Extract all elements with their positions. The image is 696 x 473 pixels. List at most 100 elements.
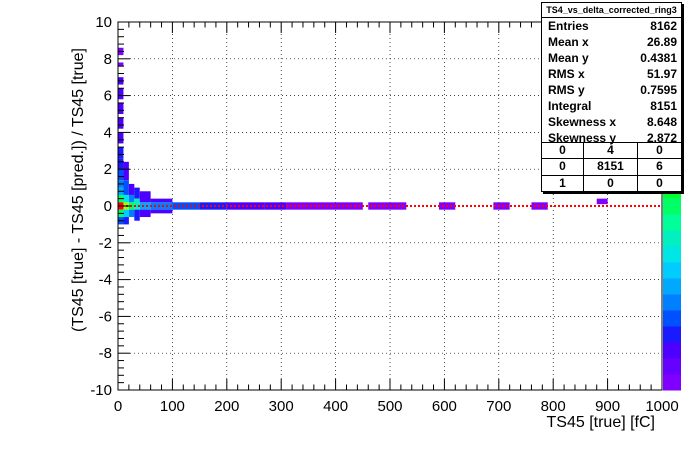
histogram-cell bbox=[139, 191, 151, 203]
stats-label: RMS x bbox=[548, 67, 585, 81]
y-tick-label: -6 bbox=[99, 308, 112, 325]
histogram-cell bbox=[118, 88, 124, 100]
histogram-cell bbox=[226, 202, 265, 210]
stats-value: 0.7595 bbox=[640, 83, 677, 97]
stats-box: TS4_vs_delta_corrected_ring3 Entries 8162… bbox=[541, 2, 682, 192]
x-tick-label: 300 bbox=[269, 398, 294, 415]
x-tick-label: 600 bbox=[432, 398, 457, 415]
stats-table-cell: 4 bbox=[584, 142, 638, 158]
histogram-cell bbox=[118, 62, 124, 67]
stats-rows: Entries 8162 Mean x 26.89 Mean y 0.4381 RMS x 5… bbox=[542, 18, 681, 146]
histogram-cell bbox=[286, 202, 363, 210]
stats-value: 8162 bbox=[650, 19, 677, 33]
stats-row: RMS x 51.97 bbox=[542, 66, 681, 82]
stats-label: Mean x bbox=[548, 35, 589, 49]
histogram-cell bbox=[118, 169, 124, 181]
stats-table-cell: 0 bbox=[542, 159, 584, 175]
histogram-cell bbox=[128, 183, 135, 195]
histogram-cell bbox=[118, 147, 124, 159]
y-tick-label: 6 bbox=[104, 88, 112, 105]
histogram-cell bbox=[150, 198, 173, 203]
stats-label: Entries bbox=[548, 19, 589, 33]
stats-row: Mean x 26.89 bbox=[542, 34, 681, 50]
stats-row: Entries 8162 bbox=[542, 18, 681, 34]
x-tick-label: 400 bbox=[323, 398, 348, 415]
histogram-cell bbox=[134, 209, 140, 221]
histogram-cells bbox=[118, 47, 608, 225]
histogram-cell bbox=[123, 180, 129, 195]
axis-ticks bbox=[117, 21, 663, 391]
stats-value: 8.648 bbox=[646, 115, 677, 129]
histogram-cell bbox=[118, 158, 124, 170]
x-tick-label: 500 bbox=[377, 398, 402, 415]
stats-value: 51.97 bbox=[646, 67, 677, 81]
y-tick-label: -2 bbox=[99, 235, 112, 252]
stats-label: Integral bbox=[548, 99, 592, 113]
histogram-cell bbox=[128, 194, 135, 203]
stats-table-cell: 6 bbox=[656, 159, 663, 173]
stats-table-cell: 0 bbox=[656, 175, 663, 190]
stats-title: TS4_vs_delta_corrected_ring3 bbox=[542, 3, 681, 18]
stats-row: Mean y 0.4381 bbox=[542, 50, 681, 66]
histogram-cell bbox=[134, 187, 140, 199]
palette-swatch bbox=[663, 214, 681, 231]
palette-swatch bbox=[663, 310, 681, 327]
y-tick-labels: -10 -8 -6 -4 -2 0 2 4 6 8 10 bbox=[90, 14, 112, 399]
palette-swatch bbox=[663, 326, 681, 343]
y-tick-label: -4 bbox=[99, 272, 112, 289]
histogram-cell bbox=[199, 202, 227, 210]
x-tick-label: 800 bbox=[541, 398, 566, 415]
histogram-cell bbox=[123, 194, 129, 203]
x-tick-label: 700 bbox=[486, 398, 511, 415]
stats-table: 0 4 0 0 8151 6 1 0 0 bbox=[542, 141, 681, 191]
palette-swatch bbox=[663, 198, 681, 215]
histogram-cell bbox=[123, 161, 129, 181]
stats-table-cell: 0 bbox=[656, 142, 663, 157]
histogram-cell bbox=[139, 209, 151, 218]
histogram-cell bbox=[118, 102, 124, 114]
stats-value: 8151 bbox=[650, 99, 677, 113]
histogram-cell bbox=[118, 132, 124, 144]
y-tick-label: -10 bbox=[90, 382, 112, 399]
histogram-cell bbox=[493, 202, 510, 210]
stats-table-cell: 0 bbox=[584, 175, 638, 191]
y-axis-label: (TS45 [true] - TS45 [pred.]) / TS45 [tru… bbox=[70, 48, 87, 332]
histogram-cell bbox=[139, 202, 151, 210]
y-tick-label: 4 bbox=[104, 124, 112, 141]
palette-swatch bbox=[663, 342, 681, 359]
stats-value: 0.4381 bbox=[640, 51, 677, 65]
histogram-cell bbox=[134, 198, 140, 210]
x-tick-labels: 0 100 200 300 400 500 600 700 800 900 1000 bbox=[114, 398, 679, 415]
stats-table-cell: 0 bbox=[542, 142, 584, 158]
histogram-cell bbox=[128, 209, 135, 218]
stats-row: RMS y 0.7595 bbox=[542, 82, 681, 98]
stats-table-cell: 1 bbox=[542, 175, 584, 191]
x-axis-label: TS45 [true] [fC] bbox=[547, 414, 655, 431]
stats-table-row: 0 8151 6 bbox=[542, 159, 681, 176]
y-tick-label: 0 bbox=[104, 198, 112, 215]
stats-row: Integral 8151 bbox=[542, 98, 681, 114]
stats-table-cell: 8151 bbox=[584, 159, 638, 175]
palette-swatch bbox=[663, 230, 681, 247]
x-tick-label: 0 bbox=[114, 398, 122, 415]
palette-swatch bbox=[663, 278, 681, 295]
histogram-cell bbox=[150, 202, 173, 210]
histogram-cell bbox=[596, 198, 608, 205]
stats-row: Skewness x 8.648 bbox=[542, 114, 681, 130]
x-tick-label: 1000 bbox=[645, 398, 678, 415]
y-tick-label: 10 bbox=[95, 14, 112, 31]
x-tick-label: 100 bbox=[160, 398, 185, 415]
histogram-cell bbox=[123, 217, 129, 225]
y-tick-label: 8 bbox=[104, 51, 112, 68]
stats-label: Mean y bbox=[548, 51, 589, 65]
palette-swatch bbox=[663, 246, 681, 263]
y-tick-label: -8 bbox=[99, 345, 112, 362]
y-tick-label: 2 bbox=[104, 161, 112, 178]
palette-swatch bbox=[663, 262, 681, 279]
stats-label: RMS y bbox=[548, 83, 585, 97]
stats-label: Skewness x bbox=[548, 115, 617, 129]
palette-swatch bbox=[663, 294, 681, 311]
